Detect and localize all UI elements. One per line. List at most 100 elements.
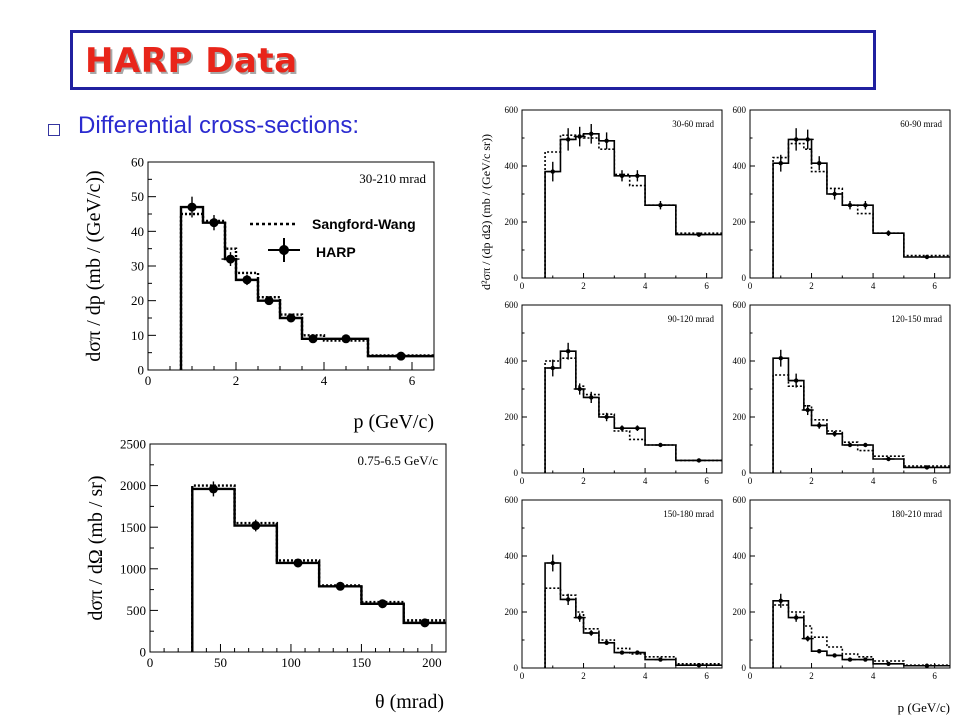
legend-label-sangford-wang: Sangford-Wang xyxy=(312,216,416,232)
x-tick-label: 6 xyxy=(704,671,709,681)
plot-frame xyxy=(749,109,951,279)
y-axis-label: dσπ / dΩ (mb / sr) xyxy=(85,475,107,620)
plot-frame xyxy=(749,499,951,669)
data-point xyxy=(635,173,640,178)
y-tick-label: 200 xyxy=(733,607,747,617)
y-tick-label: 0 xyxy=(514,468,519,478)
data-point xyxy=(696,663,702,668)
y-tick-label: 600 xyxy=(733,105,747,115)
x-tick-label: 6 xyxy=(932,671,937,681)
data-point xyxy=(550,169,555,174)
x-tick-label: 4 xyxy=(321,373,328,388)
data-point xyxy=(847,203,853,208)
chart-panel-3: 0 2 4 6 0 200 400 600 90-120 mrad xyxy=(505,300,723,486)
x-tick-label: 4 xyxy=(643,476,648,486)
x-tick-label: 0 xyxy=(520,671,525,681)
chart-panel-6: 0 2 4 6 0 200 400 600 180-210 mrad xyxy=(733,495,951,681)
sangford-wang-line xyxy=(544,357,722,473)
data-point xyxy=(604,640,609,645)
x-tick-label: 6 xyxy=(704,281,709,291)
x-tick-label: 100 xyxy=(281,655,301,670)
y-tick-label: 400 xyxy=(505,161,519,171)
sangford-wang-line xyxy=(191,484,446,652)
y-tick-label: 400 xyxy=(733,161,747,171)
y-tick-label: 600 xyxy=(505,105,519,115)
harp-line xyxy=(772,357,950,473)
data-point xyxy=(341,334,351,344)
x-tick-label: 150 xyxy=(352,655,372,670)
data-point xyxy=(805,137,810,142)
panel-annotation: 180-210 mrad xyxy=(891,509,942,519)
data-point xyxy=(589,395,594,400)
data-point xyxy=(924,663,930,668)
data-point xyxy=(396,351,406,361)
sangford-wang-line xyxy=(179,212,434,370)
legend-label-harp: HARP xyxy=(316,244,356,260)
data-point xyxy=(924,254,930,260)
data-point xyxy=(863,203,868,208)
y-tick-label: 0 xyxy=(514,663,519,673)
x-axis-label: p (GeV/c) xyxy=(353,411,434,433)
data-point xyxy=(778,598,783,603)
data-point xyxy=(226,254,235,264)
data-point xyxy=(209,218,219,228)
data-point xyxy=(847,442,853,448)
title-box: HARP Data xyxy=(70,30,876,90)
y-tick-label: 1500 xyxy=(120,520,146,535)
data-point xyxy=(817,649,822,654)
panel-annotation: 60-90 mrad xyxy=(900,119,942,129)
data-point xyxy=(817,161,822,166)
data-point xyxy=(577,615,582,620)
y-tick-label: 10 xyxy=(131,328,144,343)
data-point xyxy=(696,232,702,237)
x-tick-label: 4 xyxy=(643,671,648,681)
x-tick-label: 4 xyxy=(643,281,648,291)
data-point xyxy=(242,275,252,285)
y-tick-label: 200 xyxy=(505,412,519,422)
data-point xyxy=(817,423,822,428)
data-point xyxy=(264,296,274,306)
harp-line xyxy=(544,133,722,278)
panel-annotation: 0.75-6.5 GeV/c xyxy=(357,453,438,468)
x-tick-label: 200 xyxy=(422,655,442,670)
data-point xyxy=(832,431,837,436)
y-tick-label: 0 xyxy=(514,273,519,283)
y-tick-label: 2000 xyxy=(120,478,146,493)
x-tick-label: 4 xyxy=(871,281,876,291)
y-tick-label: 400 xyxy=(733,551,747,561)
x-tick-label: 0 xyxy=(748,671,753,681)
x-tick-label: 2 xyxy=(581,281,586,291)
x-tick-label: 6 xyxy=(409,373,416,388)
x-tick-label: 0 xyxy=(748,476,753,486)
y-tick-label: 30 xyxy=(131,259,144,274)
plot-frame xyxy=(521,499,723,669)
x-tick-label: 0 xyxy=(520,281,525,291)
plot-frame xyxy=(147,161,435,371)
data-point xyxy=(778,161,783,166)
y-tick-label: 600 xyxy=(733,495,747,505)
x-tick-label: 0 xyxy=(520,476,525,486)
page-title: HARP Data xyxy=(85,41,298,81)
x-tick-label: 6 xyxy=(932,281,937,291)
legend-swatch-harp-point xyxy=(279,245,289,255)
x-tick-label: 2 xyxy=(581,671,586,681)
y-tick-label: 600 xyxy=(505,495,519,505)
data-point xyxy=(565,597,571,602)
data-point xyxy=(658,442,663,448)
panel-annotation: 90-120 mrad xyxy=(668,314,715,324)
chart-panel-4: 0 2 4 6 0 200 400 600 120-150 mrad xyxy=(733,300,951,486)
x-tick-label: 6 xyxy=(932,476,937,486)
y-tick-label: 400 xyxy=(733,356,747,366)
y-tick-label: 200 xyxy=(505,217,519,227)
data-point xyxy=(187,202,197,212)
data-point xyxy=(619,650,625,655)
sangford-wang-line xyxy=(772,604,950,668)
y-tick-label: 2500 xyxy=(120,437,146,452)
data-point xyxy=(793,137,799,142)
x-tick-label: 4 xyxy=(871,671,876,681)
data-point xyxy=(335,581,345,591)
data-point xyxy=(208,484,218,494)
y-tick-label: 60 xyxy=(131,155,144,170)
y-tick-label: 500 xyxy=(127,603,147,618)
